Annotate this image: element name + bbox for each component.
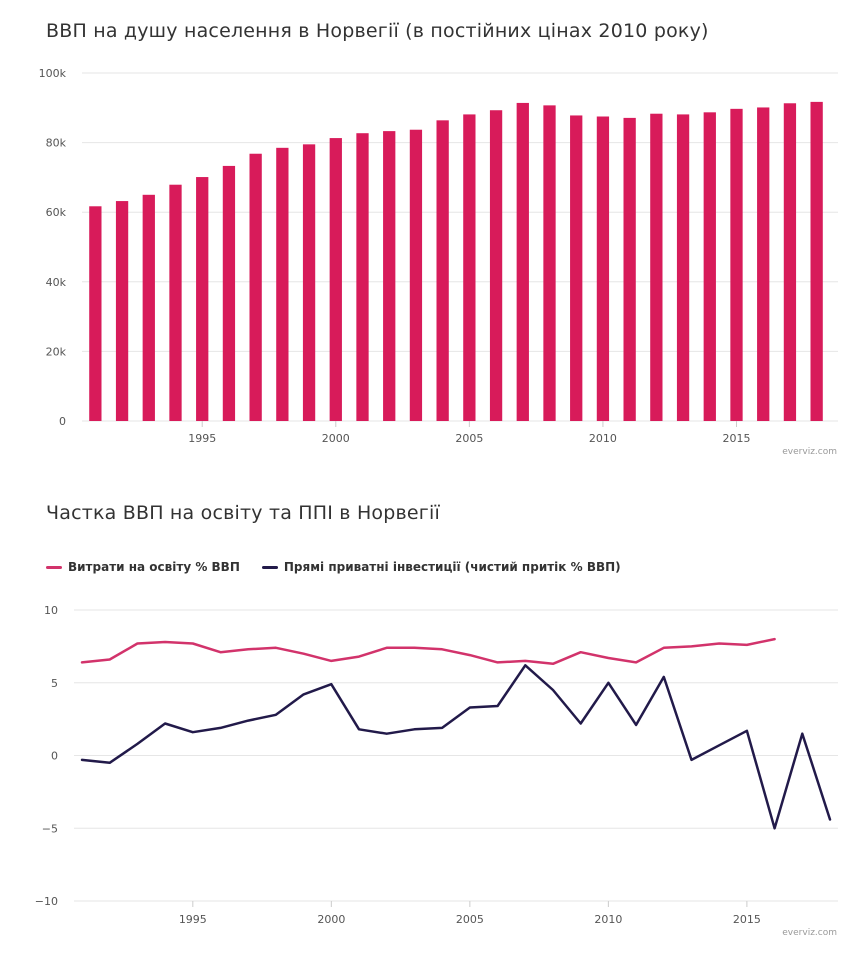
legend: Витрати на освіту % ВВП Прямі приватні і… — [46, 560, 643, 574]
bar — [810, 101, 823, 421]
legend-item-fdi[interactable]: Прямі приватні інвестиції (чистий притік… — [261, 560, 621, 574]
gdp-per-capita-chart: ВВП на душу населення в Норвегії (в пост… — [0, 0, 859, 470]
credits-link[interactable]: everviz.com — [782, 447, 837, 457]
bar — [676, 114, 690, 422]
chart-title: ВВП на душу населення в Норвегії (в пост… — [46, 20, 709, 42]
bar — [703, 112, 716, 421]
bar — [89, 206, 102, 421]
y-tick-label: 10 — [44, 604, 58, 617]
bar — [489, 110, 503, 422]
x-tick-label: 2000 — [317, 913, 345, 926]
y-tick-label: 100k — [39, 67, 67, 80]
bar — [356, 133, 369, 422]
y-tick-label: 80k — [46, 137, 67, 150]
x-tick-label: 2005 — [456, 913, 484, 926]
bar-chart-svg: 0 20k 40k 60k 80k 100k 1995 2000 2005 2010 2015 — [39, 67, 838, 445]
x-tick-label: 1995 — [179, 913, 207, 926]
y-tick-label: −5 — [42, 822, 58, 835]
bar — [329, 138, 342, 422]
bar — [383, 131, 396, 421]
bar — [142, 194, 155, 421]
legend-label: Витрати на освіту % ВВП — [68, 560, 240, 574]
y-tick-label: 0 — [59, 415, 66, 428]
legend-swatch — [46, 565, 62, 569]
y-tick-label: 60k — [46, 206, 67, 219]
y-tick-label: 40k — [46, 276, 67, 289]
legend-item-education[interactable]: Витрати на освіту % ВВП — [46, 560, 240, 574]
bar — [276, 147, 289, 421]
x-tick-label: 2010 — [589, 432, 617, 445]
x-tick-label: 2015 — [723, 432, 751, 445]
x-tick-label: 1995 — [188, 432, 216, 445]
x-tick-label: 2000 — [322, 432, 350, 445]
y-tick-label: 20k — [46, 345, 67, 358]
y-tick-label: 0 — [51, 750, 58, 763]
legend-swatch — [261, 565, 278, 569]
bar — [757, 107, 770, 422]
bar — [115, 201, 129, 421]
bar — [730, 108, 743, 422]
bar — [249, 153, 262, 421]
bar — [409, 129, 423, 421]
bar — [302, 144, 316, 421]
legend-label: Прямі приватні інвестиції (чистий притік… — [283, 560, 621, 574]
bar — [783, 103, 797, 421]
y-tick-label: 5 — [51, 677, 58, 690]
bar — [650, 113, 663, 421]
series-line-education — [80, 637, 776, 666]
bar — [516, 102, 529, 421]
chart-title: Частка ВВП на освіту та ППІ в Норвегії — [46, 502, 440, 524]
bar — [543, 105, 556, 421]
bar — [169, 184, 182, 421]
bar — [623, 117, 636, 421]
x-tick-label: 2015 — [733, 913, 761, 926]
x-tick-label: 2010 — [594, 913, 622, 926]
education-fdi-chart: Частка ВВП на освіту та ППІ в Норвегії В… — [0, 490, 859, 959]
credits-link[interactable]: everviz.com — [782, 928, 837, 938]
bar — [570, 115, 583, 422]
series-line-fdi — [80, 664, 832, 830]
y-tick-label: −10 — [35, 895, 58, 908]
line-chart-svg: −10 −5 0 5 10 1995 2000 2005 2010 2015 — [35, 604, 838, 926]
bar — [596, 116, 610, 421]
x-tick-label: 2005 — [455, 432, 483, 445]
bar — [436, 120, 449, 421]
bar — [222, 165, 236, 421]
bar — [196, 177, 209, 421]
bar — [463, 114, 476, 422]
